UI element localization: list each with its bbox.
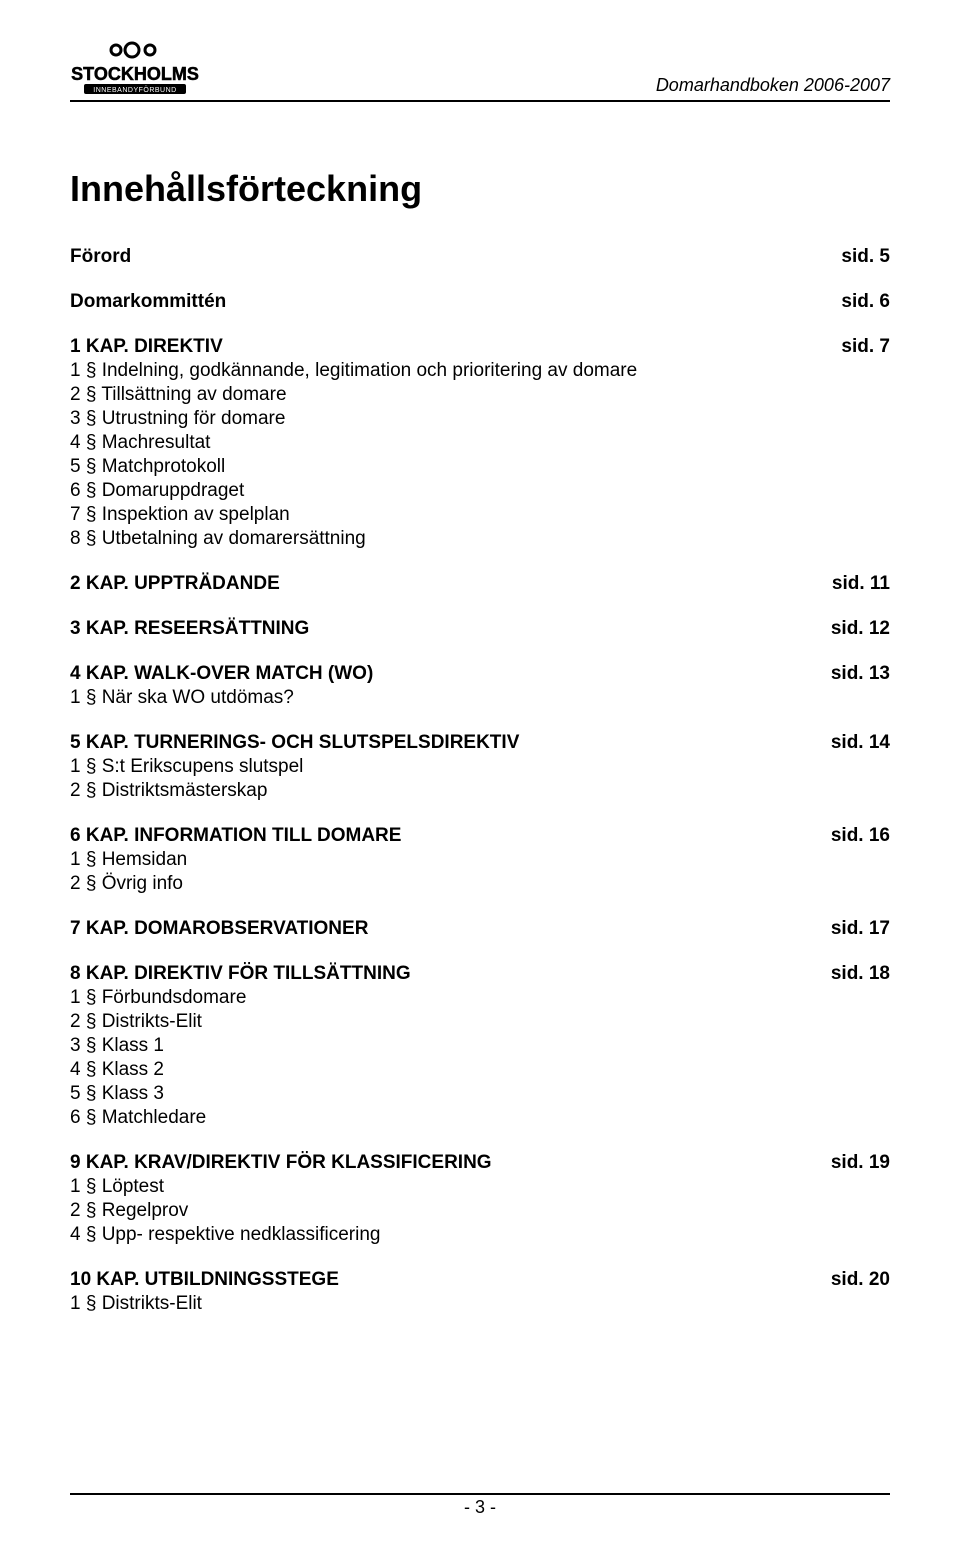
toc-entry-label: 6 KAP. INFORMATION TILL DOMARE xyxy=(70,825,401,847)
toc-entry: 7 KAP. DOMAROBSERVATIONER sid. 17 xyxy=(70,918,890,940)
toc-subentry: 8 § Utbetalning av domarersättning xyxy=(70,528,890,550)
toc-subentry: 2 § Distrikts-Elit xyxy=(70,1011,890,1033)
toc-entry-page: sid. 14 xyxy=(831,732,890,754)
toc-subentry: 3 § Utrustning för domare xyxy=(70,408,890,430)
toc-subentry: 1 § Löptest xyxy=(70,1176,890,1198)
toc-entry-page: sid. 20 xyxy=(831,1269,890,1291)
toc-entry: 3 KAP. RESEERSÄTTNING sid. 12 xyxy=(70,618,890,640)
toc-subentry: 4 § Upp- respektive nedklassificering xyxy=(70,1224,890,1246)
document-page: STOCKHOLMS INNEBANDYFÖRBUND Domarhandbok… xyxy=(0,0,960,1558)
toc-subentry: 4 § Machresultat xyxy=(70,432,890,454)
table-of-contents: Förord sid. 5 Domarkommittén sid. 6 1 KAP. D… xyxy=(70,246,890,1315)
toc-entry-label: 5 KAP. TURNERINGS- OCH SLUTSPELSDIREKTIV xyxy=(70,732,519,754)
toc-entry-page: sid. 19 xyxy=(831,1152,890,1174)
toc-entry: 4 KAP. WALK-OVER MATCH (WO) sid. 13 xyxy=(70,663,890,685)
toc-entry-page: sid. 7 xyxy=(841,336,890,358)
toc-subentry: 1 § Indelning, godkännande, legitimation… xyxy=(70,360,890,382)
toc-entry-label: 8 KAP. DIREKTIV FÖR TILLSÄTTNING xyxy=(70,963,411,985)
toc-subentry: 6 § Matchledare xyxy=(70,1107,890,1129)
toc-entry-page: sid. 18 xyxy=(831,963,890,985)
toc-subentry: 5 § Matchprotokoll xyxy=(70,456,890,478)
toc-subentry: 1 § Distrikts-Elit xyxy=(70,1293,890,1315)
page-header: STOCKHOLMS INNEBANDYFÖRBUND Domarhandbok… xyxy=(70,40,890,102)
toc-entry-page: sid. 5 xyxy=(841,246,890,268)
toc-entry-page: sid. 13 xyxy=(831,663,890,685)
toc-entry-label: 10 KAP. UTBILDNINGSSTEGE xyxy=(70,1269,339,1291)
toc-subentry: 1 § Förbundsdomare xyxy=(70,987,890,1009)
toc-entry: 1 KAP. DIREKTIV sid. 7 xyxy=(70,336,890,358)
toc-subentry: 6 § Domaruppdraget xyxy=(70,480,890,502)
toc-subentry: 1 § När ska WO utdömas? xyxy=(70,687,890,709)
toc-entry-page: sid. 6 xyxy=(841,291,890,313)
toc-entry: Förord sid. 5 xyxy=(70,246,890,268)
toc-subentry: 1 § S:t Erikscupens slutspel xyxy=(70,756,890,778)
toc-entry: 6 KAP. INFORMATION TILL DOMARE sid. 16 xyxy=(70,825,890,847)
toc-entry-label: Förord xyxy=(70,246,131,268)
toc-entry: 8 KAP. DIREKTIV FÖR TILLSÄTTNING sid. 18 xyxy=(70,963,890,985)
toc-entry: 9 KAP. KRAV/DIREKTIV FÖR KLASSIFICERING s… xyxy=(70,1152,890,1174)
toc-entry-label: 3 KAP. RESEERSÄTTNING xyxy=(70,618,309,640)
toc-subentry: 2 § Övrig info xyxy=(70,873,890,895)
toc-entry: 5 KAP. TURNERINGS- OCH SLUTSPELSDIREKTIV… xyxy=(70,732,890,754)
toc-entry-label: 4 KAP. WALK-OVER MATCH (WO) xyxy=(70,663,373,685)
logo-bottom-text: INNEBANDYFÖRBUND xyxy=(93,86,176,94)
toc-subentry: 4 § Klass 2 xyxy=(70,1059,890,1081)
toc-entry-label: 9 KAP. KRAV/DIREKTIV FÖR KLASSIFICERING xyxy=(70,1152,492,1174)
page-title: Innehållsförteckning xyxy=(70,168,890,210)
toc-entry-label: 2 KAP. UPPTRÄDANDE xyxy=(70,573,280,595)
toc-subentry: 3 § Klass 1 xyxy=(70,1035,890,1057)
logo-top-text: STOCKHOLMS xyxy=(71,64,199,84)
toc-entry-page: sid. 12 xyxy=(831,618,890,640)
toc-entry-label: 1 KAP. DIREKTIV xyxy=(70,336,223,358)
toc-entry: 2 KAP. UPPTRÄDANDE sid. 11 xyxy=(70,573,890,595)
header-doc-title: Domarhandboken 2006-2007 xyxy=(656,75,890,96)
toc-entry: Domarkommittén sid. 6 xyxy=(70,291,890,313)
toc-subentry: 2 § Tillsättning av domare xyxy=(70,384,890,406)
page-footer: - 3 - xyxy=(0,1493,960,1518)
toc-subentry: 7 § Inspektion av spelplan xyxy=(70,504,890,526)
logo: STOCKHOLMS INNEBANDYFÖRBUND xyxy=(70,40,200,96)
page-number: - 3 - xyxy=(464,1497,496,1518)
logo-graphic: STOCKHOLMS INNEBANDYFÖRBUND xyxy=(70,40,200,96)
toc-subentry: 2 § Regelprov xyxy=(70,1200,890,1222)
toc-subentry: 5 § Klass 3 xyxy=(70,1083,890,1105)
footer-rule xyxy=(70,1493,890,1495)
toc-subentry: 2 § Distriktsmästerskap xyxy=(70,780,890,802)
toc-entry-page: sid. 11 xyxy=(832,573,890,595)
toc-entry-label: 7 KAP. DOMAROBSERVATIONER xyxy=(70,918,368,940)
toc-entry-label: Domarkommittén xyxy=(70,291,226,313)
toc-subentry: 1 § Hemsidan xyxy=(70,849,890,871)
toc-entry: 10 KAP. UTBILDNINGSSTEGE sid. 20 xyxy=(70,1269,890,1291)
toc-entry-page: sid. 17 xyxy=(831,918,890,940)
toc-entry-page: sid. 16 xyxy=(831,825,890,847)
